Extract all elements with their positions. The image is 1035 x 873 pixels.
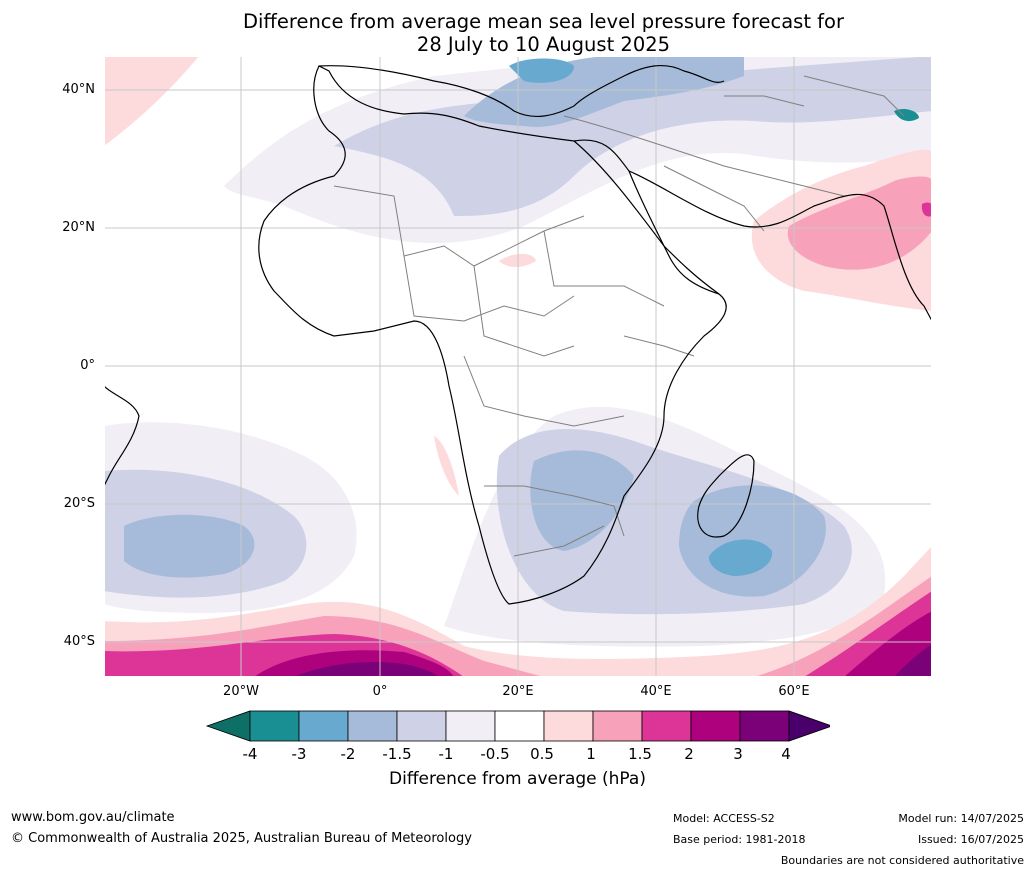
colorbar: [205, 710, 830, 742]
coast-madagascar: [697, 454, 755, 538]
colorbar-cell: [347, 710, 398, 742]
contour-southern-ocean-plus-3: [294, 644, 932, 677]
colorbar-tick: 2: [684, 745, 694, 763]
footer-issued: Issued: 16/07/2025: [917, 833, 1024, 846]
coast-arabia: [628, 170, 933, 322]
coast-africa: [258, 65, 727, 605]
graticule: [104, 56, 932, 677]
colorbar-cell: [445, 710, 496, 742]
footer-copyright: © Commonwealth of Australia 2025, Austra…: [11, 831, 472, 846]
lon-label-20e: 20°E: [502, 684, 534, 699]
colorbar-tick: -1.5: [382, 745, 412, 763]
title-line-2: 28 July to 10 August 2025: [416, 33, 671, 56]
lon-label-20w: 20°W: [223, 684, 259, 699]
colorbar-tick: -1: [438, 745, 454, 763]
colorbar-tick: 3: [733, 745, 743, 763]
contour-north-minus-2: [509, 58, 574, 83]
footer-model-run: Model run: 14/07/2025: [898, 812, 1024, 825]
colorbar-cell: [690, 710, 741, 742]
colorbar-tick: 1.5: [628, 745, 652, 763]
colorbar-tick: 4: [781, 745, 791, 763]
contour-south-minus-1-5: [124, 514, 255, 578]
contour-madagascar-minus-2: [708, 539, 773, 576]
footer-boundaries-note: Boundaries are not considered authoritat…: [780, 854, 1024, 867]
colorbar-tick: -2: [340, 745, 356, 763]
contour-arabian-plus-1-5: [921, 202, 932, 217]
contour-southern-ocean-plus-2: [254, 611, 932, 677]
colorbar-tick: 0.5: [530, 745, 554, 763]
map-panel: [103, 56, 933, 677]
contour-south-africa-minus-1-5: [530, 450, 634, 551]
coast-south-america: [103, 385, 140, 487]
map-svg: [103, 56, 933, 677]
coast-europe: [318, 65, 725, 117]
coastlines: [103, 65, 933, 605]
colorbar-extend-low: [205, 710, 251, 742]
lat-label-40n: 40°N: [62, 82, 95, 97]
colorbar-tick: -0.5: [480, 745, 510, 763]
lat-label-0: 0°: [80, 358, 95, 373]
colorbar-cell: [396, 710, 447, 742]
colorbar-cell: [739, 710, 790, 742]
colorbar-tick: -4: [242, 745, 258, 763]
map-frame: [104, 56, 932, 677]
footer-model: Model: ACCESS-S2: [673, 812, 775, 825]
colorbar-cell: [494, 710, 545, 742]
country-boundaries: [333, 75, 905, 557]
lat-label-20s: 20°S: [63, 496, 95, 511]
title-line-1: Difference from average mean sea level p…: [243, 10, 844, 33]
lon-label-60e: 60°E: [778, 684, 810, 699]
colorbar-tick: -3: [291, 745, 307, 763]
map-title: Difference from average mean sea level p…: [0, 10, 1035, 56]
colorbar-cell: [592, 710, 643, 742]
colorbar-extend-high: [788, 710, 830, 742]
contour-angola-plus: [434, 436, 459, 496]
colorbar-cell: [641, 710, 692, 742]
colorbar-cell: [249, 710, 300, 742]
lat-label-20n: 20°N: [62, 220, 95, 235]
footer-base-period: Base period: 1981-2018: [673, 833, 806, 846]
coast-red-sea: [573, 140, 720, 295]
colorbar-title: Difference from average (hPa): [389, 769, 646, 789]
footer-website[interactable]: www.bom.gov.au/climate: [11, 810, 175, 825]
lon-label-40e: 40°E: [640, 684, 672, 699]
colorbar-cell: [543, 710, 594, 742]
lat-label-40s: 40°S: [63, 634, 95, 649]
contour-north-west-plus: [104, 56, 199, 146]
colorbar-tick: 1: [586, 745, 596, 763]
colorbar-cell: [298, 710, 349, 742]
lon-label-0: 0°: [372, 684, 388, 699]
